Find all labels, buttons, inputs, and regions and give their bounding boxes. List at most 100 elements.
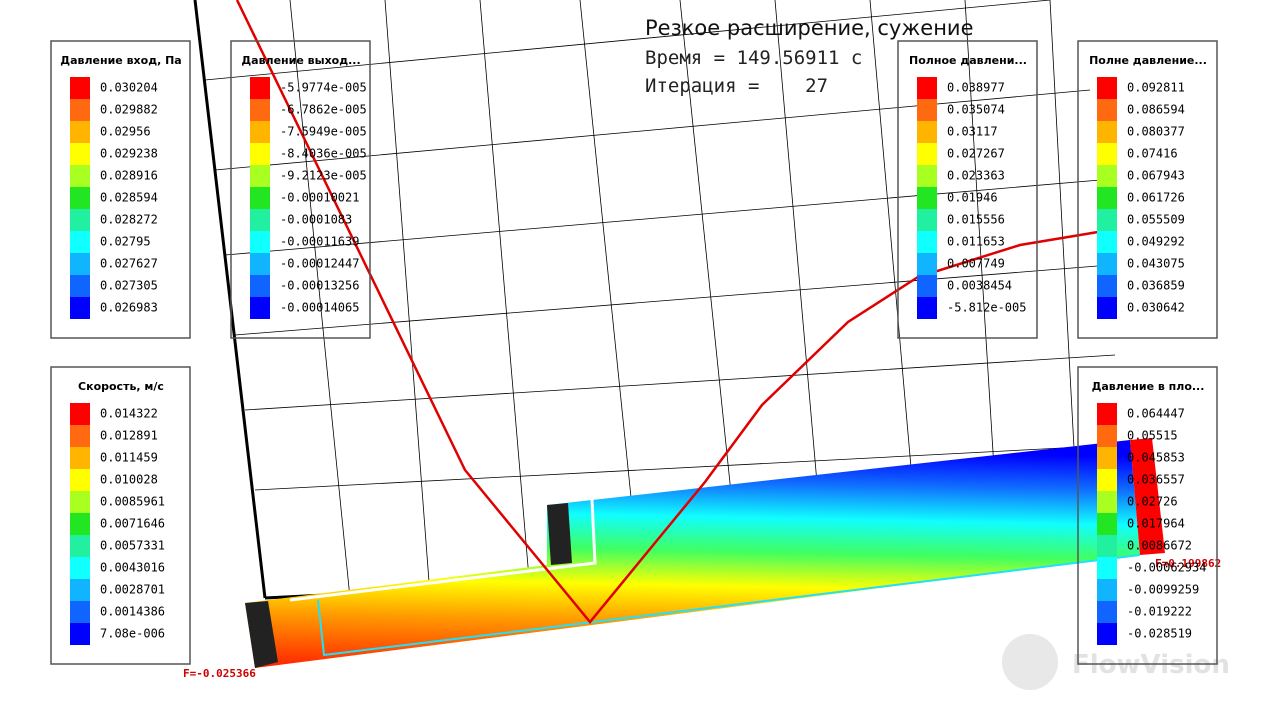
legend-swatch: [250, 77, 270, 99]
legend-label: -0.00011639: [280, 235, 359, 249]
legend-swatch: [1097, 297, 1117, 319]
legend-frame: [897, 40, 1038, 339]
legend-swatch: [1097, 275, 1117, 297]
legend-swatch: [1097, 187, 1117, 209]
legend-label: -0.00062934: [1127, 561, 1206, 575]
legend-swatch: [250, 99, 270, 121]
legend-swatch: [1097, 535, 1117, 557]
legend-label: 0.015556: [947, 213, 1005, 227]
legend-swatch: [917, 253, 937, 275]
legend-label: 0.0028701: [100, 583, 165, 597]
legend-swatch: [1097, 253, 1117, 275]
legend-label: 0.028594: [100, 191, 158, 205]
legend-swatch: [1097, 447, 1117, 469]
legend-label: 0.043075: [1127, 257, 1185, 271]
legend-label: -0.00014065: [280, 301, 359, 315]
legend-label: 7.08e-006: [100, 627, 165, 641]
legend-label: -5.812e-005: [947, 301, 1026, 315]
legend-swatch: [250, 143, 270, 165]
legend-swatch: [917, 231, 937, 253]
legend-swatch: [250, 187, 270, 209]
legend-label: -5.9774e-005: [280, 81, 367, 95]
legend-frame: [50, 40, 191, 339]
legend-swatch: [1097, 579, 1117, 601]
time: Время = 149.56911 с: [645, 47, 862, 69]
iteration: Итерация = 27: [645, 75, 828, 97]
legend-swatch: [70, 425, 90, 447]
legend-label: -0.019222: [1127, 605, 1192, 619]
legend-swatch: [70, 187, 90, 209]
legend-label: 0.0014386: [100, 605, 165, 619]
legend-swatch: [1097, 165, 1117, 187]
legend-swatch: [250, 231, 270, 253]
legend-swatch: [70, 469, 90, 491]
force-label: F=-0.025366: [183, 667, 256, 680]
legend-frame: [1077, 366, 1218, 665]
legend-title: Полное давлени...: [909, 54, 1027, 67]
legend-swatch: [917, 99, 937, 121]
legend-label: 0.028272: [100, 213, 158, 227]
legend: Давление выход... -5.9774e-005 -6.7862e-00…: [230, 40, 371, 339]
legend-label: 0.02795: [100, 235, 151, 249]
legend-swatch: [70, 557, 90, 579]
legend: Давление вход, Па 0.030204 0.029882 0.02956…: [50, 40, 191, 339]
legend-label: 0.030204: [100, 81, 158, 95]
legend-swatch: [70, 77, 90, 99]
force-label: F=0.199862: [1155, 557, 1221, 570]
legend-swatch: [70, 601, 90, 623]
legend-label: 0.067943: [1127, 169, 1185, 183]
watermark: FlowVision: [1072, 650, 1230, 680]
legend-swatch: [917, 275, 937, 297]
legend-swatch: [1097, 557, 1117, 579]
legend-swatch: [1097, 209, 1117, 231]
legend-swatch: [250, 165, 270, 187]
legend-frame: [1077, 40, 1218, 339]
legend-label: -0.028519: [1127, 627, 1192, 641]
legend: Скорость, м/с 0.014322 0.012891 0.011459 0.0…: [50, 366, 191, 665]
legend-label: -8.4036e-005: [280, 147, 367, 161]
axis: [193, 0, 267, 599]
legend-label: 0.029238: [100, 147, 158, 161]
inlet: [245, 601, 278, 668]
legend-swatch: [1097, 77, 1117, 99]
legend-swatch: [917, 297, 937, 319]
legend-swatch: [70, 535, 90, 557]
legend-title: Скорость, м/с: [78, 380, 164, 393]
legend: Полное давлени... 0.038977 0.035074 0.03117…: [897, 40, 1038, 339]
legend-swatch: [1097, 403, 1117, 425]
legend-label: 0.010028: [100, 473, 158, 487]
legend-label: 0.027305: [100, 279, 158, 293]
legend-label: -9.2123e-005: [280, 169, 367, 183]
legend-label: 0.0057331: [100, 539, 165, 553]
legend-label: -7.5949e-005: [280, 125, 367, 139]
plot-line: [235, 0, 1099, 624]
legend-label: 0.02726: [1127, 495, 1178, 509]
legend-label: 0.049292: [1127, 235, 1185, 249]
legend-label: 0.028916: [100, 169, 158, 183]
legend-label: 0.027627: [100, 257, 158, 271]
legend-swatch: [70, 513, 90, 535]
legend-label: 0.017964: [1127, 517, 1185, 531]
legend-swatch: [70, 209, 90, 231]
legend-swatch: [70, 579, 90, 601]
legend-swatch: [70, 231, 90, 253]
legend-label: -6.7862e-005: [280, 103, 367, 117]
legend-label: 0.036859: [1127, 279, 1185, 293]
legend-swatch: [70, 143, 90, 165]
boundary: [317, 554, 1141, 657]
legend-label: 0.0085961: [100, 495, 165, 509]
legend-frame: [230, 40, 371, 339]
legend-label: 0.038977: [947, 81, 1005, 95]
legend-swatch: [917, 121, 937, 143]
legend-swatch: [1097, 491, 1117, 513]
legend-swatch: [1097, 601, 1117, 623]
outlet: [1130, 438, 1165, 555]
legend-label: 0.035074: [947, 103, 1005, 117]
legend-swatch: [917, 143, 937, 165]
legend-swatch: [1097, 121, 1117, 143]
legend: Полне давление... 0.092811 0.086594 0.08037…: [1077, 40, 1218, 339]
legend-label: 0.0038454: [947, 279, 1012, 293]
legend-swatch: [70, 297, 90, 319]
legend-label: 0.080377: [1127, 125, 1185, 139]
legend-swatch: [70, 253, 90, 275]
